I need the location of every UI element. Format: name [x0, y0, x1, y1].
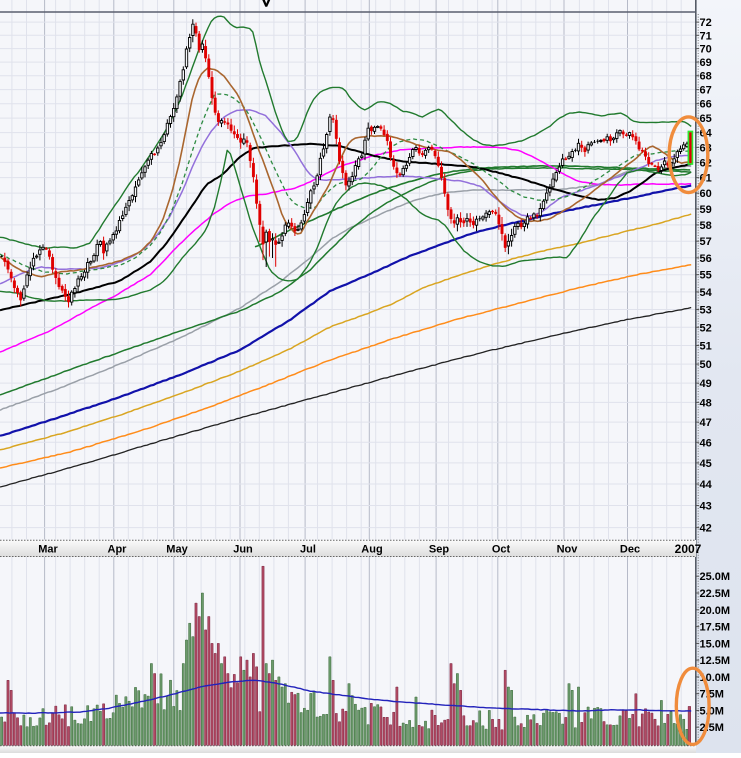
svg-text:42: 42	[700, 523, 712, 535]
svg-text:Mar: Mar	[38, 544, 58, 556]
svg-text:47: 47	[700, 417, 712, 429]
svg-text:46: 46	[700, 437, 712, 449]
svg-text:Jun: Jun	[233, 544, 253, 556]
svg-text:Dec: Dec	[620, 544, 640, 556]
svg-text:49: 49	[700, 378, 712, 390]
svg-text:68: 68	[700, 71, 712, 83]
svg-text:52: 52	[700, 322, 712, 334]
svg-text:17.5M: 17.5M	[700, 622, 731, 634]
svg-text:50: 50	[700, 359, 712, 371]
svg-text:45: 45	[700, 458, 712, 470]
svg-text:Oct: Oct	[492, 544, 511, 556]
svg-text:12.5M: 12.5M	[700, 655, 731, 667]
svg-text:Sep: Sep	[429, 544, 449, 556]
svg-text:May: May	[166, 544, 188, 556]
svg-text:54: 54	[700, 287, 713, 299]
svg-text:Apr: Apr	[108, 544, 128, 556]
svg-text:56: 56	[700, 253, 712, 265]
svg-text:15.0M: 15.0M	[700, 638, 731, 650]
svg-text:59: 59	[700, 204, 712, 216]
svg-text:72: 72	[700, 17, 712, 29]
svg-text:58: 58	[700, 220, 712, 232]
svg-text:51: 51	[700, 341, 712, 353]
svg-text:Aug: Aug	[361, 544, 382, 556]
svg-text:69: 69	[700, 57, 712, 69]
svg-text:Nov: Nov	[557, 544, 579, 556]
svg-text:66: 66	[700, 99, 712, 111]
svg-text:20.0M: 20.0M	[700, 605, 731, 617]
svg-text:70: 70	[700, 44, 712, 56]
svg-text:25.0M: 25.0M	[700, 571, 731, 583]
svg-text:48: 48	[700, 397, 712, 409]
svg-text:43: 43	[700, 501, 712, 513]
svg-text:22.5M: 22.5M	[700, 588, 731, 600]
svg-text:Jul: Jul	[300, 544, 316, 556]
svg-text:71: 71	[700, 30, 712, 42]
svg-text:53: 53	[700, 305, 712, 317]
svg-text:55: 55	[700, 270, 712, 282]
svg-text:7.5M: 7.5M	[700, 689, 724, 701]
svg-text:67: 67	[700, 85, 712, 97]
svg-text:5.0M: 5.0M	[700, 706, 724, 718]
svg-text:57: 57	[700, 236, 712, 248]
svg-text:60: 60	[700, 188, 712, 200]
svg-text:2007: 2007	[675, 542, 702, 556]
svg-text:65: 65	[700, 113, 712, 125]
svg-text:10.0M: 10.0M	[700, 672, 731, 684]
svg-text:44: 44	[700, 479, 713, 491]
